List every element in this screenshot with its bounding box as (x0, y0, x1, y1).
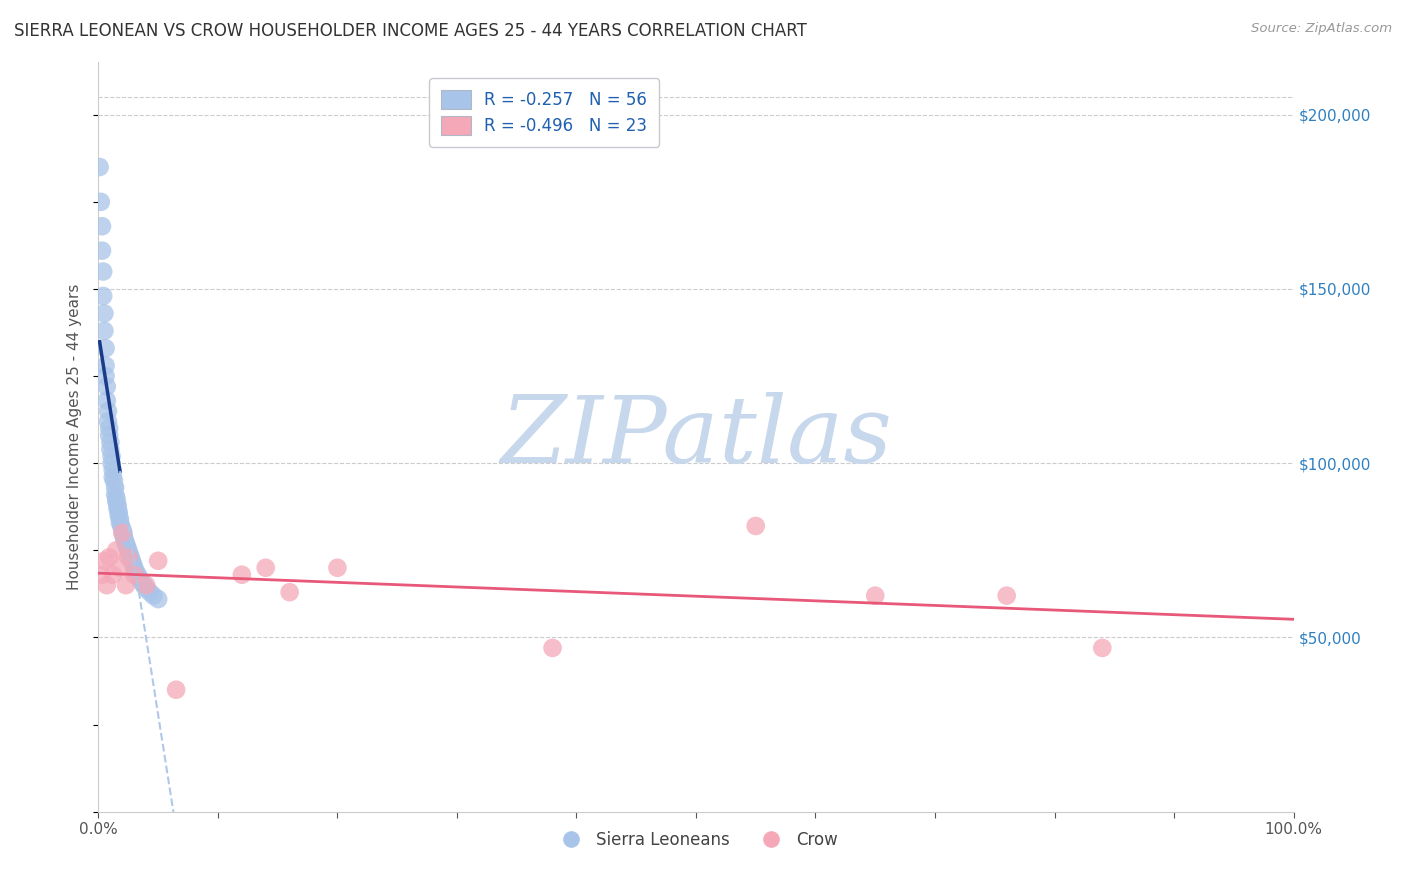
Point (108, 516, 131, 530)
Point (104, 487, 127, 501)
Point (112, 525, 135, 540)
Point (995, 589, 1018, 603)
Point (148, 592, 170, 607)
Point (139, 585, 162, 599)
Point (96, 393, 118, 408)
Point (131, 574, 153, 589)
Point (98, 435, 122, 450)
Point (97, 404, 120, 418)
Text: ZIPatlas: ZIPatlas (501, 392, 891, 482)
Point (745, 519, 768, 533)
Point (231, 567, 253, 582)
Point (98, 442, 122, 457)
Point (117, 543, 139, 558)
Text: Source: ZipAtlas.com: Source: ZipAtlas.com (1251, 22, 1392, 36)
Point (541, 640, 564, 655)
Point (98, 421, 121, 435)
Point (107, 508, 129, 523)
Point (96, 578, 118, 592)
Point (94, 369, 117, 384)
Point (142, 589, 165, 603)
Point (121, 554, 143, 568)
Point (114, 533, 136, 547)
Point (101, 463, 124, 477)
Point (254, 561, 277, 575)
Point (115, 540, 138, 554)
Point (865, 589, 887, 603)
Point (91, 289, 114, 303)
Legend: Sierra Leoneans, Crow: Sierra Leoneans, Crow (547, 824, 845, 855)
Point (117, 550, 139, 565)
Point (103, 474, 125, 488)
Point (89, 160, 111, 174)
Point (111, 523, 134, 537)
Point (100, 449, 122, 463)
Point (104, 481, 127, 495)
Point (97, 414, 120, 428)
Point (100, 456, 122, 470)
Point (165, 682, 187, 697)
Point (93, 306, 115, 320)
Point (93, 554, 115, 568)
Point (111, 525, 134, 540)
Point (98, 428, 121, 442)
Point (107, 501, 129, 516)
Y-axis label: Householder Income Ages 25 - 44 years: Householder Income Ages 25 - 44 years (67, 284, 83, 591)
Point (91, 219, 114, 234)
Point (112, 529, 135, 543)
Point (94, 359, 117, 373)
Point (91, 264, 114, 278)
Text: SIERRA LEONEAN VS CROW HOUSEHOLDER INCOME AGES 25 - 44 YEARS CORRELATION CHART: SIERRA LEONEAN VS CROW HOUSEHOLDER INCOM… (14, 22, 807, 40)
Point (135, 578, 157, 592)
Point (110, 519, 132, 533)
Point (135, 582, 157, 596)
Point (1091, 640, 1114, 655)
Point (124, 564, 146, 578)
Point (105, 494, 128, 508)
Point (128, 571, 150, 585)
Point (94, 341, 117, 355)
Point (127, 567, 149, 582)
Point (105, 491, 128, 505)
Point (101, 470, 124, 484)
Point (101, 567, 124, 582)
Point (120, 550, 142, 565)
Point (148, 554, 170, 568)
Point (278, 585, 301, 599)
Point (91, 244, 114, 258)
Point (115, 578, 138, 592)
Point (118, 547, 141, 561)
Point (91, 567, 114, 582)
Point (132, 578, 155, 592)
Point (122, 558, 145, 572)
Point (105, 543, 128, 558)
Point (96, 379, 118, 393)
Point (107, 505, 129, 519)
Point (107, 498, 129, 512)
Point (108, 512, 131, 526)
Point (108, 561, 131, 575)
Point (93, 324, 115, 338)
Point (90, 194, 112, 209)
Point (326, 561, 349, 575)
Point (124, 561, 146, 575)
Point (98, 550, 121, 565)
Point (124, 567, 146, 582)
Point (115, 536, 138, 550)
